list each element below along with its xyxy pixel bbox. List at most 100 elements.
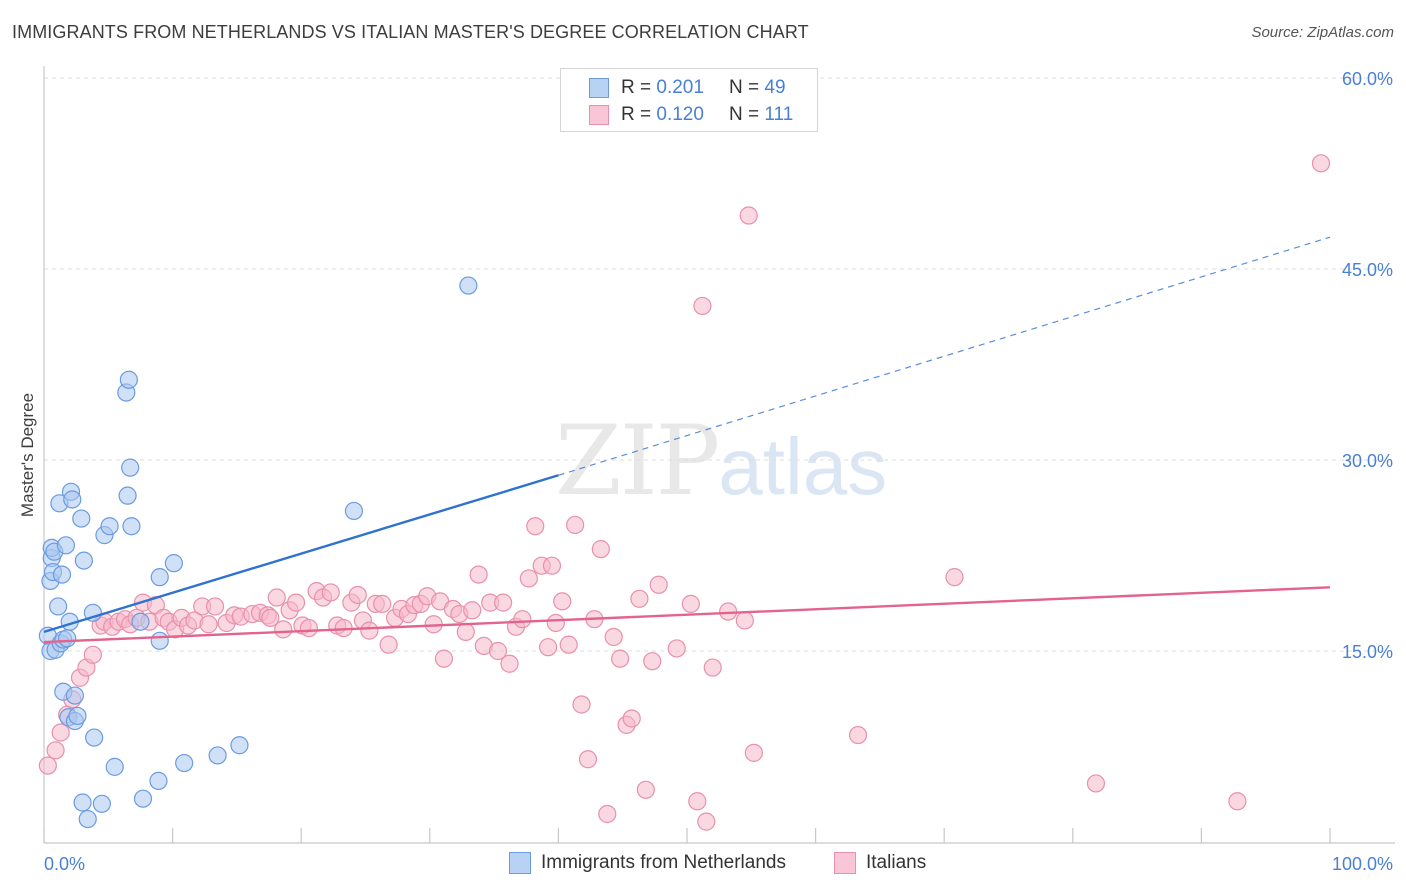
y-tick-label: 30.0%	[1342, 451, 1393, 471]
italians-point	[636, 780, 655, 799]
netherlands-point	[119, 370, 138, 389]
legend-n-label: N =	[729, 104, 765, 125]
italians-point	[51, 723, 70, 742]
x-tick-label: 100.0%	[1332, 854, 1393, 874]
italians-point	[630, 589, 649, 608]
italians-point	[735, 611, 754, 630]
correlation-legend: R = 0.201 N = 49 R = 0.120 N = 111	[560, 68, 818, 132]
legend-r-value: 0.120	[656, 104, 704, 125]
italians-point	[513, 610, 532, 629]
netherlands-points	[38, 276, 478, 829]
italians-point	[379, 635, 398, 654]
netherlands-point	[83, 603, 102, 622]
axis-layer	[43, 66, 1395, 844]
italians-point	[321, 583, 340, 602]
italians-point	[649, 575, 668, 594]
legend-r-label: R =	[621, 104, 657, 125]
y-tick-label: 15.0%	[1342, 642, 1393, 662]
legend-r-value: 0.201	[656, 77, 704, 98]
italians-point	[267, 588, 286, 607]
italians-point	[559, 635, 578, 654]
italians-point	[360, 621, 379, 640]
legend-n-value: 111	[764, 104, 794, 125]
italians-point	[488, 641, 508, 661]
legend-swatch-pink	[589, 105, 609, 125]
italians-point	[494, 593, 513, 612]
italians-point	[604, 627, 623, 647]
legend-n-value: 49	[764, 77, 786, 98]
y-tick-label: 60.0%	[1342, 69, 1393, 89]
netherlands-point	[105, 757, 124, 776]
netherlands-point	[100, 517, 119, 536]
netherlands-point	[56, 536, 75, 555]
italians-point	[463, 601, 482, 620]
netherlands-point	[150, 568, 169, 587]
netherlands-point	[72, 509, 91, 528]
italians-point	[46, 741, 65, 760]
grid-layer	[44, 77, 1395, 652]
legend-label: Immigrants from Netherlands	[541, 852, 786, 873]
netherlands-point	[122, 517, 141, 536]
italians-point	[546, 613, 565, 633]
italians-point	[848, 725, 868, 745]
legend-swatch-blue	[589, 78, 609, 98]
netherlands-point	[149, 771, 168, 790]
italians-point	[456, 622, 475, 642]
tick-labels: 15.0% 30.0% 45.0% 60.0% 0.0% 100.0%	[44, 69, 1393, 874]
italians-point	[703, 658, 722, 677]
netherlands-point	[344, 501, 364, 521]
netherlands-point	[131, 612, 150, 631]
netherlands-trend-extension	[558, 236, 1331, 476]
netherlands-point	[68, 706, 87, 726]
netherlands-point	[85, 728, 104, 747]
italians-point	[643, 652, 662, 671]
italians-point	[553, 592, 572, 611]
netherlands-trend-line	[43, 474, 559, 634]
netherlands-point	[73, 793, 92, 812]
italians-point	[622, 709, 641, 728]
italians-point	[373, 594, 392, 613]
legend-n: N = 49	[729, 77, 786, 99]
netherlands-point	[49, 597, 68, 616]
netherlands-point	[118, 486, 137, 505]
legend-n: N = 111	[729, 104, 793, 126]
netherlands-point	[121, 458, 140, 477]
italians-point	[526, 517, 545, 536]
italians-point	[199, 615, 218, 634]
netherlands-point	[208, 746, 227, 765]
watermark-atlas: atlas	[718, 422, 888, 511]
netherlands-point	[164, 554, 183, 573]
netherlands-point	[63, 490, 82, 509]
netherlands-point	[230, 736, 249, 755]
netherlands-point	[65, 686, 84, 705]
legend-swatch-pink	[834, 852, 856, 874]
italians-point	[611, 649, 630, 668]
italians-point	[519, 569, 538, 588]
italians-point	[274, 620, 293, 639]
italians-point	[945, 568, 964, 587]
netherlands-point	[74, 551, 93, 570]
y-tick-label: 45.0%	[1342, 260, 1393, 280]
italians-point	[688, 792, 707, 811]
italians-trend-line	[43, 586, 1331, 644]
italians-point	[697, 812, 716, 831]
netherlands-point	[175, 753, 194, 773]
netherlands-point	[78, 809, 97, 829]
netherlands-point	[58, 629, 77, 648]
italians-points	[38, 154, 1331, 831]
italians-point	[693, 296, 712, 316]
legend-label: Italians	[866, 852, 927, 873]
legend-n-label: N =	[729, 77, 765, 98]
italians-point	[681, 594, 700, 613]
legend-r-label: R =	[621, 77, 657, 98]
netherlands-point	[92, 794, 111, 813]
italians-point	[739, 206, 758, 225]
italians-point	[469, 565, 488, 584]
netherlands-point	[133, 789, 153, 808]
italians-point	[205, 597, 225, 616]
source-credit: Source: ZipAtlas.com	[1251, 24, 1394, 41]
italians-point	[566, 515, 585, 535]
italians-point	[261, 608, 280, 627]
italians-point	[434, 649, 454, 668]
italians-point	[299, 618, 319, 638]
